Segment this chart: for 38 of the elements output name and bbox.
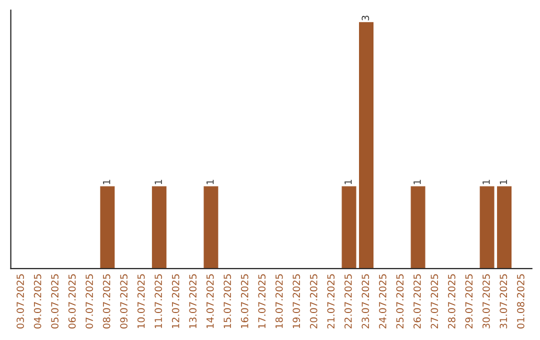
data-label: 1 [482, 180, 490, 184]
x-tick-label: 10.07.2025 [137, 274, 145, 328]
x-tick-label: 04.07.2025 [34, 274, 42, 328]
x-tick-label: 27.07.2025 [430, 274, 438, 328]
data-label: 3 [362, 16, 370, 20]
x-tick-label: 23.07.2025 [362, 274, 370, 328]
x-tick-label: 01.08.2025 [517, 274, 524, 328]
x-tick-label: 26.07.2025 [413, 274, 421, 328]
data-label: 1 [500, 180, 507, 184]
x-tick-label: 28.07.2025 [448, 274, 456, 328]
x-tick-label: 07.07.2025 [86, 274, 93, 328]
x-tick-label: 22.07.2025 [344, 274, 352, 328]
x-tick-label: 21.07.2025 [327, 274, 335, 328]
x-tick-label: 16.07.2025 [240, 274, 248, 328]
x-tick-label: 12.07.2025 [172, 274, 180, 328]
x-tick-label: 25.07.2025 [396, 274, 404, 328]
data-label: 1 [344, 180, 352, 184]
data-label: 1 [206, 180, 214, 184]
x-tick-label: 15.07.2025 [224, 274, 232, 328]
x-tick-label: 05.07.2025 [51, 274, 58, 328]
x-tick-label: 11.07.2025 [154, 274, 162, 328]
x-tick-label: 09.07.2025 [120, 274, 128, 328]
x-tick-label: 24.07.2025 [378, 274, 386, 328]
x-tick-label: 17.07.2025 [258, 274, 266, 328]
x-tick-label: 19.07.2025 [292, 274, 300, 328]
x-tick-label: 31.07.2025 [500, 274, 508, 328]
x-tick-label: 29.07.2025 [465, 274, 473, 328]
data-label: 1 [103, 180, 110, 184]
x-tick-label: 03.07.2025 [16, 274, 24, 328]
x-tick-label: 13.07.2025 [189, 274, 197, 328]
data-label: 1 [154, 180, 162, 184]
x-tick-label: 06.07.2025 [68, 274, 76, 328]
x-tick-label: 08.07.2025 [102, 274, 110, 328]
x-tick-label: 14.07.2025 [206, 274, 214, 328]
x-tick-label: 20.07.2025 [310, 274, 318, 328]
x-tick-label: 18.07.2025 [275, 274, 283, 328]
x-tick-label: 30.07.2025 [482, 274, 490, 328]
data-label: 1 [414, 180, 421, 184]
